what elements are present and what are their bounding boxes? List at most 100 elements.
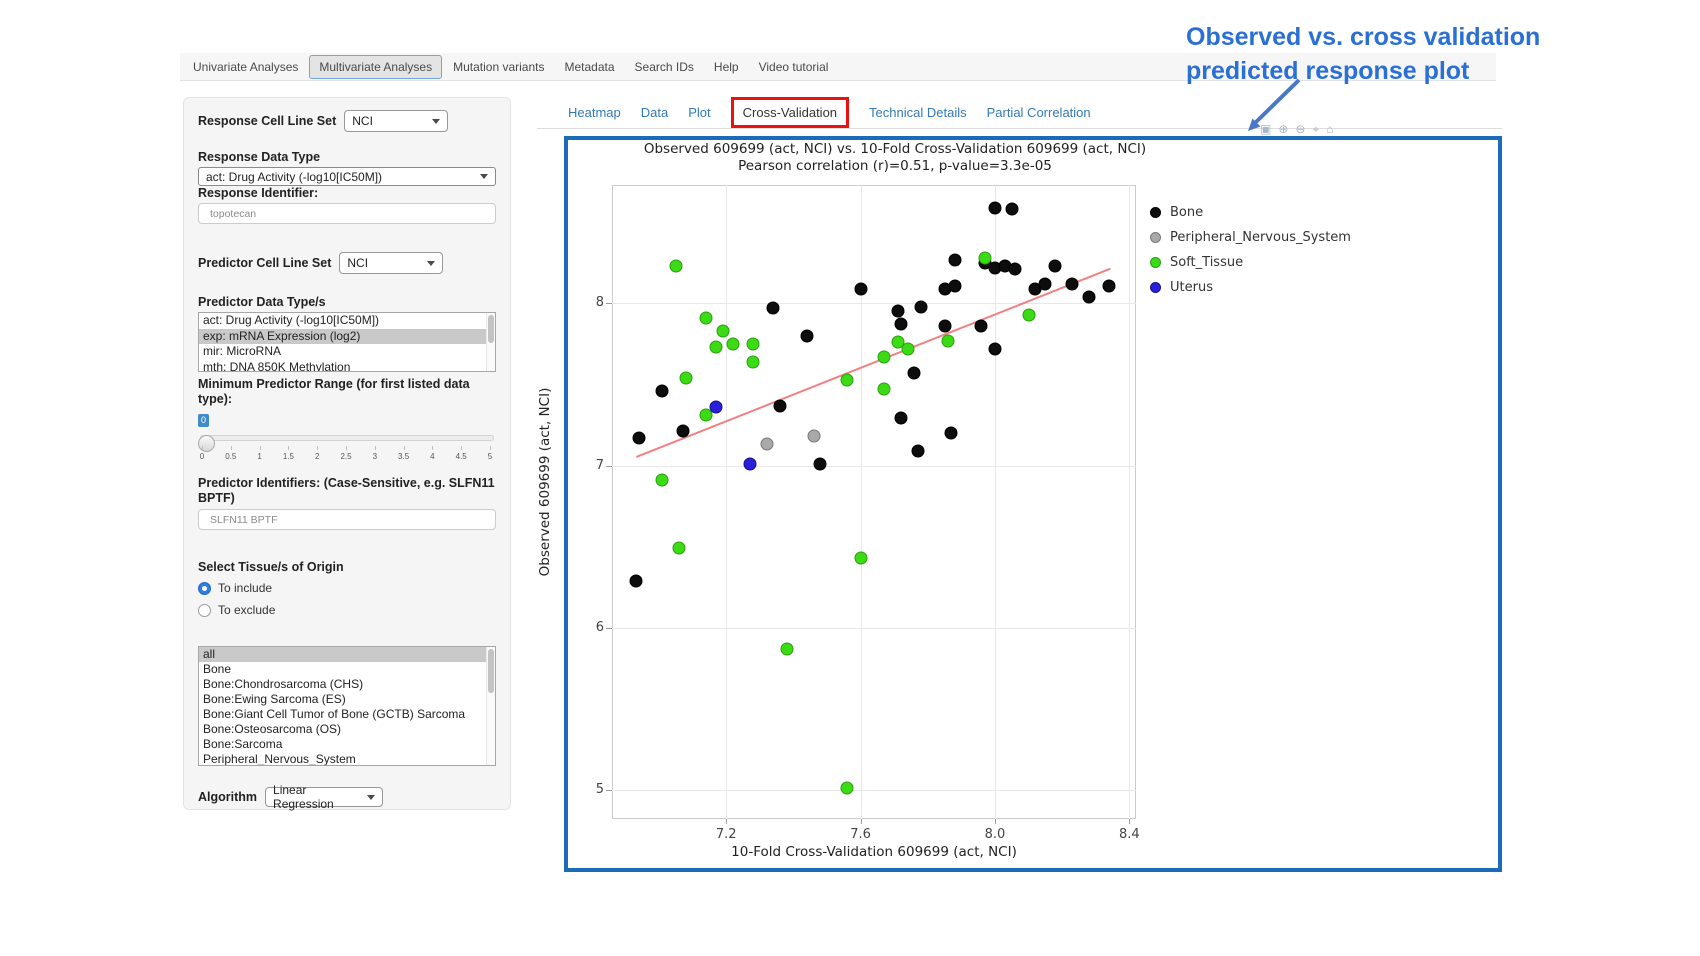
list-option[interactable]: Bone:Ewing Sarcoma (ES) (203, 692, 346, 706)
list-option[interactable]: act: Drug Activity (-log10[IC50M]) (203, 313, 380, 327)
nav-tab-search-ids[interactable]: Search IDs (634, 59, 694, 74)
scrollbar[interactable] (486, 647, 495, 765)
data-point-bone (988, 342, 1002, 356)
data-point-peripheral-nervous-system (760, 437, 773, 451)
min-range-slider[interactable] (198, 430, 496, 452)
slider-tick-label: 5 (487, 452, 493, 461)
y-tick-mark (606, 627, 612, 629)
gridline-horizontal (612, 465, 1136, 467)
crosshair-icon[interactable]: ⌖ (1312, 122, 1320, 136)
nav-tab-univariate-analyses[interactable]: Univariate Analyses (193, 59, 299, 74)
list-option[interactable]: Bone:Chondrosarcoma (CHS) (203, 677, 364, 691)
data-point-soft-tissue (877, 382, 891, 396)
plot-highlight-box (564, 136, 1502, 872)
slider-track[interactable] (198, 435, 494, 452)
legend-item-uterus[interactable]: Uterus (1150, 275, 1351, 300)
scrollbar[interactable] (486, 313, 495, 371)
tabs-divider (537, 128, 1502, 129)
home-icon[interactable]: ⌂ (1326, 122, 1334, 136)
list-option[interactable]: Bone (203, 662, 232, 676)
tissue-exclude-radio[interactable]: To exclude (198, 602, 496, 618)
predictor-identifiers-input[interactable] (198, 509, 496, 530)
data-point-bone (1065, 277, 1079, 291)
response-data-type-select[interactable]: act: Drug Activity (-log10[IC50M]) (198, 167, 496, 186)
data-point-bone (974, 319, 988, 333)
predictor-data-types-listbox[interactable]: act: Drug Activity (-log10[IC50M]) exp: m… (198, 312, 496, 372)
data-point-soft-tissue (669, 259, 683, 273)
annotation-line1: Observed vs. cross validation (1186, 23, 1541, 51)
x-tick-mark (1129, 819, 1131, 824)
radio-selected-icon (198, 581, 211, 595)
list-option[interactable]: mir: MicroRNA (203, 344, 281, 358)
data-point-bone (1038, 277, 1052, 291)
tissue-origin-label: Select Tissue/s of Origin (198, 560, 344, 574)
nav-tab-help[interactable]: Help (713, 59, 739, 74)
slider-handle[interactable] (198, 435, 215, 452)
tab-partial-correlation[interactable]: Partial Correlation (986, 105, 1091, 120)
chevron-down-icon (427, 260, 436, 266)
chart-title: Observed 609699 (act, NCI) vs. 10-Fold C… (643, 141, 1147, 157)
tissue-include-radio[interactable]: To include (198, 580, 496, 596)
camera-icon[interactable]: ▣ (1260, 122, 1272, 136)
min-predictor-range-label2: type): (198, 392, 233, 406)
data-point-bone (1005, 202, 1019, 216)
slider-tick-mark (317, 446, 319, 450)
list-option[interactable]: mth: DNA 850K Methylation (203, 359, 351, 372)
data-point-bone (938, 319, 952, 333)
list-option[interactable]: Peripheral_Nervous_System (203, 752, 356, 766)
slider-tick-mark (461, 446, 463, 450)
legend-item-bone[interactable]: Bone (1150, 200, 1351, 225)
slider-value-badge: 0 (198, 414, 209, 427)
list-option[interactable]: all (199, 647, 495, 662)
data-point-bone (948, 253, 962, 267)
tab-data[interactable]: Data (640, 105, 669, 120)
predictor-cell-line-set-select[interactable]: NCI (339, 252, 444, 274)
data-point-bone (1082, 290, 1096, 304)
data-point-bone (948, 279, 962, 293)
data-point-soft-tissue (699, 311, 713, 325)
data-point-bone (1008, 262, 1022, 276)
data-point-soft-tissue (978, 251, 992, 265)
data-point-bone (891, 304, 904, 318)
zoom-in-icon[interactable]: ⊕ (1278, 122, 1289, 136)
response-data-type-value: act: Drug Activity (-log10[IC50M]) (206, 169, 383, 184)
gridline-horizontal (612, 303, 1136, 305)
tab-cross-validation[interactable]: Cross-Validation (730, 97, 850, 128)
list-option[interactable]: Bone:Osteosarcoma (OS) (203, 722, 342, 736)
list-option[interactable]: Bone:Giant Cell Tumor of Bone (GCTB) Sar… (203, 707, 466, 721)
slider-tick-label: 3 (372, 452, 378, 461)
tab-heatmap[interactable]: Heatmap (568, 105, 621, 120)
list-option[interactable]: Bone:Sarcoma (203, 737, 283, 751)
gridline-vertical (1129, 185, 1131, 819)
slider-tick-label: 1.5 (282, 452, 294, 461)
response-identifier-label: Response Identifier: (198, 186, 319, 200)
data-point-bone (629, 574, 642, 588)
scrollbar-thumb[interactable] (488, 315, 494, 343)
tab-plot[interactable]: Plot (688, 105, 711, 120)
nav-tab-metadata[interactable]: Metadata (564, 59, 615, 74)
algorithm-select[interactable]: Linear Regression (265, 783, 384, 811)
scrollbar-thumb[interactable] (488, 649, 494, 693)
nav-tab-multivariate-analyses[interactable]: Multivariate Analyses (309, 54, 443, 79)
data-point-bone (813, 457, 827, 471)
data-point-soft-tissue (716, 324, 730, 338)
tab-technical-details[interactable]: Technical Details (869, 105, 967, 120)
data-point-bone (766, 301, 780, 315)
slider-tick-mark (230, 446, 232, 450)
chart-legend: Bone Peripheral_Nervous_System Soft_Tissue… (1150, 200, 1351, 300)
list-option[interactable]: exp: mRNA Expression (log2) (199, 328, 495, 344)
zoom-out-icon[interactable]: ⊖ (1295, 122, 1306, 136)
data-point-soft-tissue (840, 781, 854, 795)
tissue-listbox[interactable]: all Bone Bone:Chondrosarcoma (CHS) Bone:Ewi… (198, 646, 496, 766)
legend-item-soft-tissue[interactable]: Soft_Tissue (1150, 250, 1351, 275)
y-tick-mark (606, 465, 612, 467)
response-cell-line-set-select[interactable]: NCI (344, 110, 449, 132)
y-tick-label: 6 (595, 619, 604, 635)
nav-tab-video-tutorial[interactable]: Video tutorial (758, 59, 829, 74)
legend-item-peripheral-nervous-system[interactable]: Peripheral_Nervous_System (1150, 225, 1351, 250)
nav-tab-mutation-variants[interactable]: Mutation variants (453, 59, 545, 74)
data-point-soft-tissue (746, 355, 760, 369)
response-identifier-input[interactable] (198, 203, 496, 224)
slider-tick-mark (490, 446, 491, 450)
slider-tick-label: 0 (199, 452, 205, 461)
